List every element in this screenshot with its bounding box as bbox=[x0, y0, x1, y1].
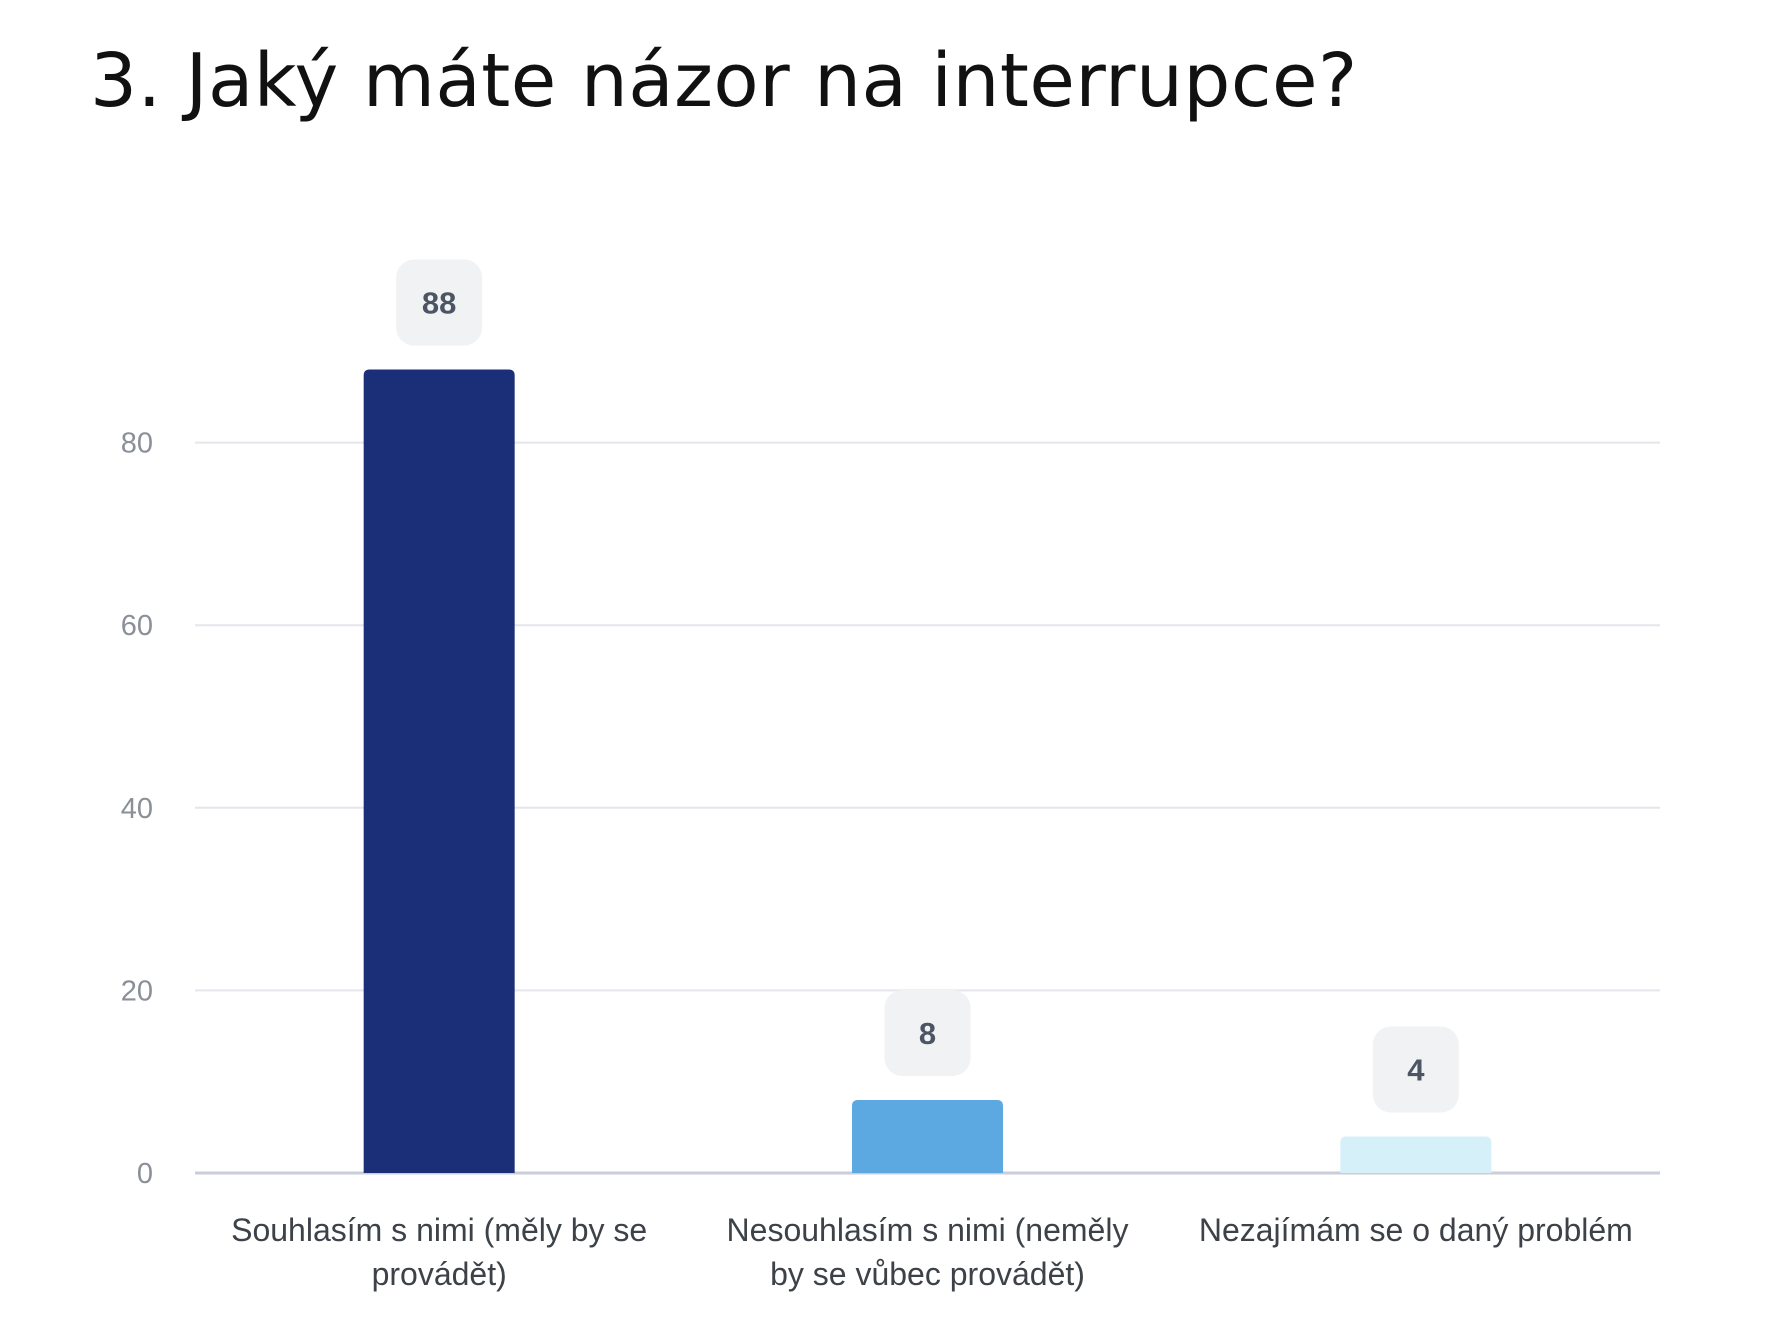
x-tick-label-line: by se vůbec provádět) bbox=[770, 1256, 1085, 1292]
value-label-badge bbox=[884, 989, 971, 1076]
y-tick-label: 0 bbox=[137, 1158, 153, 1190]
bar bbox=[1340, 1136, 1492, 1173]
x-tick-label-line: Souhlasím s nimi (měly by se bbox=[231, 1212, 647, 1248]
x-tick-label-line: Nezajímám se o daný problém bbox=[1199, 1212, 1633, 1248]
bar bbox=[852, 1099, 1003, 1173]
y-tick-label: 20 bbox=[121, 975, 153, 1007]
value-label: 4 bbox=[1407, 1052, 1425, 1087]
chart-title: 3. Jaký máte názor na interrupce? bbox=[90, 38, 1358, 124]
value-label: 88 bbox=[422, 286, 456, 321]
x-tick-label-line: Nesouhlasím s nimi (neměly bbox=[727, 1212, 1129, 1248]
bar bbox=[363, 369, 515, 1173]
y-tick-label: 60 bbox=[121, 610, 153, 642]
bars bbox=[363, 369, 1492, 1173]
x-axis-ticks: Souhlasím s nimi (měly by se provádět) Nes… bbox=[231, 1212, 1633, 1292]
value-label-badge bbox=[1372, 1026, 1459, 1113]
x-tick-label: Nezajímám se o daný problém bbox=[1199, 1212, 1633, 1248]
x-tick-label: Nesouhlasím s nimi (neměly by se vůbec pr… bbox=[727, 1212, 1129, 1292]
value-label: 8 bbox=[919, 1016, 936, 1051]
x-tick-label-line: provádět) bbox=[372, 1256, 507, 1292]
value-label-badge bbox=[396, 259, 483, 346]
x-tick-label: Souhlasím s nimi (měly by se provádět) bbox=[231, 1212, 647, 1292]
y-axis-ticks: 0 20 40 60 80 bbox=[121, 428, 153, 1190]
y-tick-label: 80 bbox=[121, 428, 153, 460]
y-tick-label: 40 bbox=[121, 793, 153, 825]
